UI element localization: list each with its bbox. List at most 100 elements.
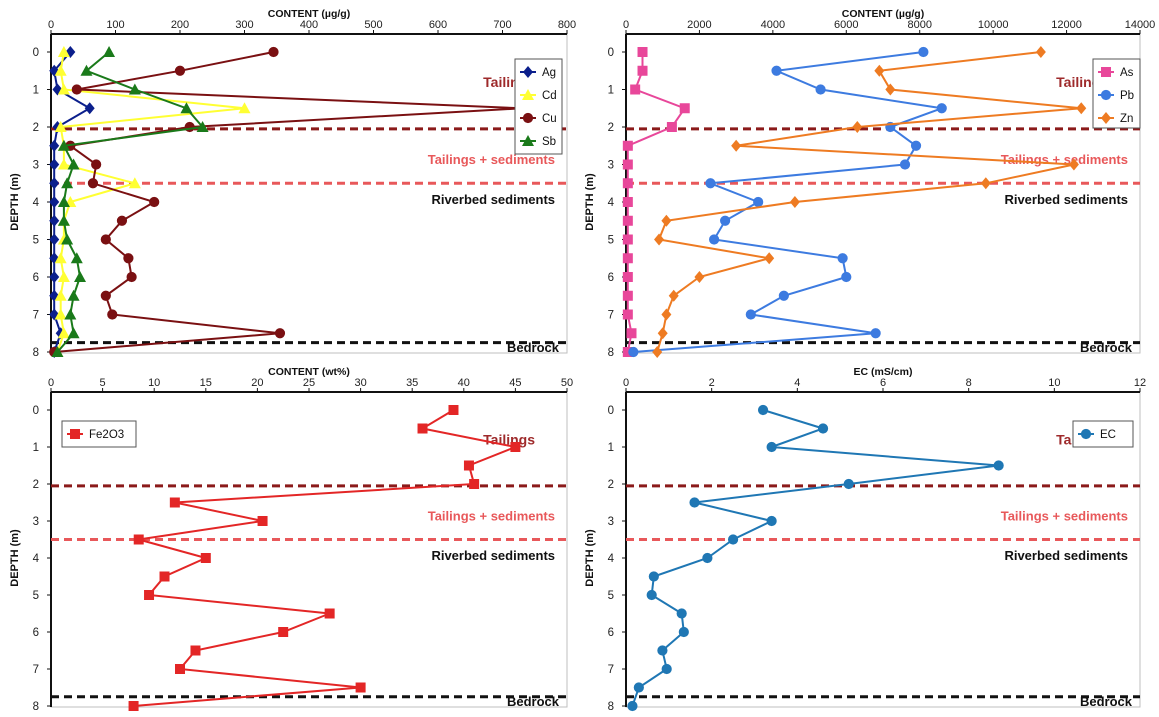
chart-1-legend-label: Ag (542, 67, 556, 79)
chart-1-data-point (100, 234, 111, 245)
chart-1-panel: CONTENT (µg/g) 0 100 200 300 400 500 600 700 800 0… (9, 8, 576, 359)
chart-2-data-point (709, 234, 720, 245)
chart-1-data-point (126, 271, 137, 283)
chart-2-y-tick-label: 0 (608, 47, 614, 59)
chart-2-data-point (980, 177, 991, 190)
chart-2-data-point (745, 309, 756, 320)
chart-2-data-point (630, 84, 641, 95)
chart-2-y-tick-label: 7 (608, 310, 614, 322)
chart-1-data-point (57, 271, 70, 282)
chart-3-title: CONTENT (wt%) (268, 366, 350, 378)
chart-3-x-tick-label: 35 (406, 377, 418, 389)
chart-4-x-tick-label: 4 (794, 377, 800, 389)
chart-3-data-point (355, 682, 366, 693)
chart-1-x-tick-label: 0 (48, 19, 54, 31)
chart-2-y-tick-label: 6 (608, 272, 614, 284)
chart-2-data-point (936, 103, 947, 114)
chart-2-legend-marker (1101, 67, 1111, 77)
chart-2-data-point (661, 308, 672, 321)
chart-3-data-point (463, 460, 474, 471)
chart-3-x-tick-label: 30 (354, 377, 366, 389)
chart-2-y-tick-label: 3 (608, 160, 614, 172)
chart-1-data-point (87, 178, 99, 189)
chart-2-data-point (764, 252, 775, 265)
chart-4-legend: EC (1072, 420, 1134, 448)
chart-4-data-point (661, 663, 672, 675)
chart-2-x-tick-label: 4000 (761, 19, 785, 31)
chart-2-panel: CONTENT (µg/g) 0 2000 4000 6000 8000 10000 1200… (584, 8, 1155, 359)
chart-1-data-point (67, 289, 80, 301)
chart-3-x-tick-label: 40 (458, 377, 470, 389)
chart-4-riverbed-sediments-label: Riverbed sediments (1004, 548, 1128, 563)
chart-2-data-point (628, 346, 639, 358)
chart-3-data-point (278, 627, 289, 637)
chart-2-legend-box (1092, 58, 1141, 129)
chart-1-y-tick-label: 6 (33, 272, 39, 284)
chart-4-data-point (627, 700, 638, 712)
chart-4-y-tick-label: 1 (608, 442, 614, 454)
chart-4-tailings-sediments-label: Tailings + sediments (1001, 508, 1128, 523)
chart-2-y-tick-label: 2 (608, 122, 614, 134)
chart-2-legend-label: Pb (1120, 90, 1134, 102)
chart-1-data-point (49, 196, 60, 208)
chart-3-x-tick-label: 20 (251, 377, 263, 389)
chart-2-data-point (852, 121, 863, 133)
chart-1-title: CONTENT (µg/g) (268, 8, 350, 20)
chart-2-data-point (622, 253, 633, 264)
chart-3-y-tick-label: 3 (33, 516, 39, 528)
chart-1-data-point (67, 327, 80, 339)
chart-2-legend-marker (1101, 112, 1111, 124)
chart-1-legend-marker (523, 66, 533, 78)
chart-1-bedrock-label: Bedrock (507, 340, 560, 355)
chart-4-series-ec (627, 404, 1004, 712)
chart-4-y-tick-label: 6 (608, 627, 614, 639)
chart-1-data-point (70, 252, 83, 264)
chart-1-y-tick-label: 7 (33, 310, 39, 322)
chart-2-data-point (841, 271, 852, 283)
chart-3-x-tick-label: 15 (200, 377, 212, 389)
chart-1-y-tick-label: 2 (33, 122, 39, 134)
chart-4-y-tick-label: 2 (608, 479, 614, 491)
chart-3-x-tick-label: 5 (100, 377, 106, 389)
chart-4-data-point (689, 497, 700, 508)
chart-2-data-point (771, 65, 782, 76)
chart-2-data-point (1035, 46, 1046, 58)
chart-1-data-point (57, 83, 70, 95)
chart-4-y-tick-label: 0 (608, 405, 614, 417)
chart-1-data-point (107, 309, 118, 320)
chart-2-data-point (1068, 158, 1079, 171)
chart-1-data-point (57, 46, 70, 57)
chart-1-x-tick-label: 700 (493, 19, 511, 31)
chart-3-data-point (200, 553, 211, 563)
chart-2-x-tick-label: 0 (623, 19, 629, 31)
chart-2-data-point (622, 234, 633, 245)
chart-2-data-point (622, 159, 633, 170)
chart-1-data-point (84, 102, 95, 115)
chart-3-y-label: DEPTH (m) (9, 529, 21, 587)
chart-2-legend-marker (1100, 89, 1112, 101)
chart-2-data-point (622, 215, 633, 226)
chart-1-data-point (80, 64, 93, 76)
chart-3-data-point (417, 423, 428, 434)
chart-1-legend-marker (522, 135, 534, 146)
chart-2-data-point (694, 271, 705, 283)
chart-1-y-tick-label: 5 (33, 235, 39, 247)
chart-2-data-point (652, 346, 663, 358)
chart-2-data-point (622, 178, 633, 189)
chart-2-data-point (666, 122, 677, 132)
chart-2-data-point (789, 196, 800, 208)
chart-4-data-point (633, 682, 644, 693)
chart-2-data-point (622, 197, 633, 207)
chart-1-data-point (57, 158, 70, 170)
chart-1-legend-label: Cd (542, 90, 557, 102)
chart-1-data-point (149, 196, 160, 208)
chart-3-y-tick-label: 0 (33, 405, 39, 417)
chart-4-legend-marker (1080, 428, 1092, 440)
chart-2-data-point (622, 140, 633, 151)
chart-4-legend-label: EC (1100, 429, 1116, 441)
chart-4-data-point (766, 441, 777, 453)
chart-1-data-point (54, 289, 67, 301)
chart-1-data-point (49, 177, 60, 190)
